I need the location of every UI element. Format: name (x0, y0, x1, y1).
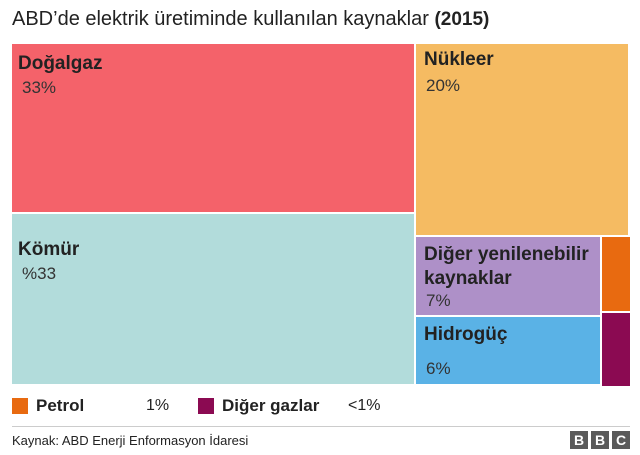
treemap: Doğalgaz 33% Kömür %33 Nükleer 20% Diğer yenil… (12, 44, 630, 386)
legend-label-petrol: Petrol (36, 396, 85, 415)
cell-label-hidroguc: Hidrogüç (424, 324, 508, 345)
bbc-logo: B B C (570, 431, 630, 449)
cell-value-hidroguc: 6% (426, 359, 451, 378)
cell-label-dogalgaz: Doğalgaz (18, 53, 103, 74)
legend-label-diger-gazlar: Diğer gazlar (222, 396, 320, 415)
title-year: (2015) (434, 9, 490, 30)
treemap-cell-dogalgaz: Doğalgaz 33% (12, 44, 416, 214)
chart-title: ABD’de elektrik üretiminde kullanılan ka… (12, 8, 489, 31)
cell-label-nukleer: Nükleer (424, 49, 494, 70)
bbc-logo-letter-2: B (591, 431, 609, 449)
treemap-cell-komur: Kömür %33 (12, 214, 416, 386)
bbc-logo-letter-3: C (612, 431, 630, 449)
legend-swatch-diger-gazlar (198, 398, 214, 414)
cell-label-diger-yenilenebilir-kaynaklar: Diğer yenilenebilir kaynaklar (424, 244, 589, 289)
bbc-logo-letter-1: B (570, 431, 588, 449)
treemap-cell-diger-yenilenebilir-kaynaklar: Diğer yenilenebilir kaynaklar 7% (416, 237, 602, 317)
legend-value-petrol: 1% (146, 397, 170, 414)
treemap-cell-nukleer: Nükleer 20% (416, 44, 630, 237)
cell-value-dogalgaz: 33% (22, 78, 57, 97)
legend-value-diger-gazlar: <1% (348, 397, 381, 414)
legend-swatch-petrol (12, 398, 28, 414)
source-text: Kaynak: ABD Enerji Enformasyon İdaresi (12, 433, 249, 448)
treemap-cell-diger-gazlar (602, 313, 630, 386)
footer-divider (12, 426, 630, 427)
title-text: ABD’de elektrik üretiminde kullanılan ka… (12, 8, 429, 30)
cell-value-komur: %33 (22, 264, 57, 283)
treemap-cell-petrol (602, 237, 630, 313)
cell-label-komur: Kömür (18, 239, 80, 260)
treemap-cell-hidroguc: Hidrogüç 6% (416, 317, 602, 386)
cell-value-nukleer: 20% (426, 76, 461, 95)
cell-value-diger-yenilenebilir-kaynaklar: 7% (426, 291, 451, 310)
